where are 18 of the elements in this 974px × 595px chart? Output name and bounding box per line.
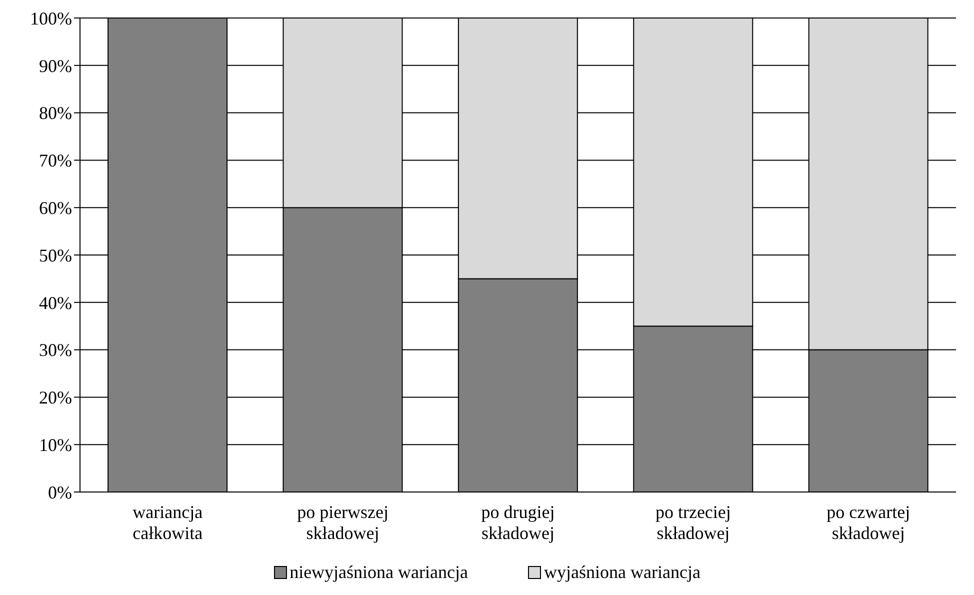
x-tick-label: po trzeciej składowej <box>655 502 731 543</box>
x-tick-label: po pierwszej składowej <box>297 502 389 543</box>
y-tick-label: 50% <box>39 245 72 266</box>
y-tick-label: 10% <box>39 434 72 455</box>
x-tick-label: wariancja całkowita <box>132 502 203 543</box>
y-tick-label: 100% <box>30 8 72 28</box>
y-tick-label: 0% <box>48 482 72 502</box>
x-tick-label: po drugiej składowej <box>481 502 555 543</box>
y-tick-label: 70% <box>39 150 72 171</box>
y-tick-label: 40% <box>39 292 72 313</box>
y-tick-label: 60% <box>39 198 72 218</box>
legend-label: wyjaśniona wariancja <box>544 562 700 583</box>
y-tick-label: 90% <box>39 56 72 76</box>
y-tick-label: 20% <box>39 388 72 408</box>
y-tick-label: 80% <box>39 103 72 124</box>
legend-label: niewyjaśniona wariancja <box>290 562 468 583</box>
y-tick-label: 30% <box>39 340 72 360</box>
x-tick-label: po czwartej składowej <box>826 502 910 543</box>
